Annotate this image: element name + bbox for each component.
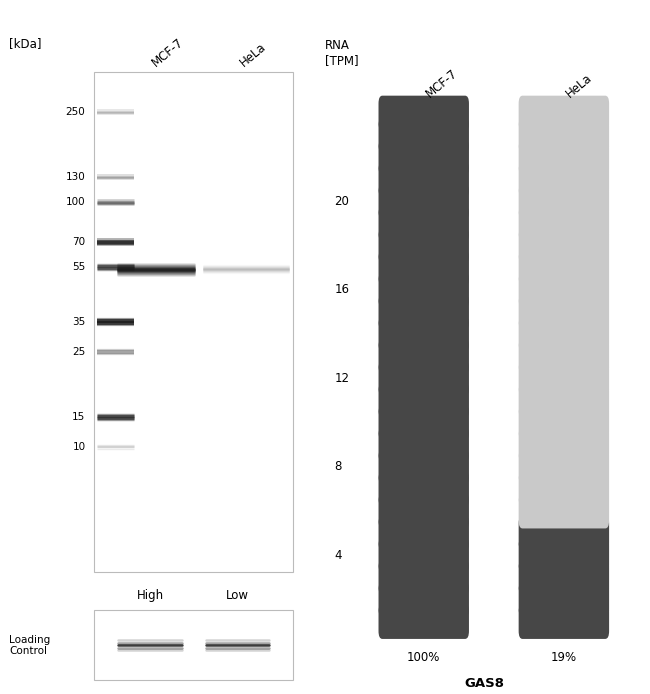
FancyBboxPatch shape bbox=[378, 582, 469, 617]
FancyBboxPatch shape bbox=[378, 96, 469, 130]
FancyBboxPatch shape bbox=[519, 184, 609, 219]
FancyBboxPatch shape bbox=[378, 604, 469, 639]
FancyBboxPatch shape bbox=[519, 383, 609, 418]
Text: 250: 250 bbox=[66, 107, 86, 117]
Text: 25: 25 bbox=[72, 347, 86, 357]
FancyBboxPatch shape bbox=[519, 118, 609, 153]
Text: 130: 130 bbox=[66, 172, 86, 182]
FancyBboxPatch shape bbox=[519, 538, 609, 573]
Text: 15: 15 bbox=[72, 412, 86, 422]
FancyBboxPatch shape bbox=[378, 206, 469, 242]
FancyBboxPatch shape bbox=[519, 361, 609, 396]
Text: 8: 8 bbox=[335, 460, 342, 473]
FancyBboxPatch shape bbox=[378, 493, 469, 528]
Text: GAS8: GAS8 bbox=[464, 677, 504, 690]
FancyBboxPatch shape bbox=[94, 72, 293, 572]
FancyBboxPatch shape bbox=[378, 251, 469, 285]
Text: [kDa]: [kDa] bbox=[9, 37, 42, 50]
FancyBboxPatch shape bbox=[378, 339, 469, 374]
FancyBboxPatch shape bbox=[519, 471, 609, 507]
FancyBboxPatch shape bbox=[378, 427, 469, 462]
FancyBboxPatch shape bbox=[519, 206, 609, 242]
FancyBboxPatch shape bbox=[378, 140, 469, 175]
FancyBboxPatch shape bbox=[378, 118, 469, 153]
FancyBboxPatch shape bbox=[378, 516, 469, 550]
FancyBboxPatch shape bbox=[519, 449, 609, 484]
FancyBboxPatch shape bbox=[378, 361, 469, 396]
FancyBboxPatch shape bbox=[378, 294, 469, 330]
FancyBboxPatch shape bbox=[519, 604, 609, 639]
FancyBboxPatch shape bbox=[519, 493, 609, 528]
FancyBboxPatch shape bbox=[519, 96, 609, 130]
FancyBboxPatch shape bbox=[378, 162, 469, 197]
Text: HeLa: HeLa bbox=[237, 40, 268, 69]
Text: 100: 100 bbox=[66, 197, 86, 207]
Text: MCF-7: MCF-7 bbox=[424, 67, 460, 101]
FancyBboxPatch shape bbox=[519, 559, 609, 595]
Text: 100%: 100% bbox=[407, 651, 441, 663]
FancyBboxPatch shape bbox=[378, 228, 469, 263]
FancyBboxPatch shape bbox=[519, 427, 609, 462]
FancyBboxPatch shape bbox=[378, 405, 469, 440]
FancyBboxPatch shape bbox=[378, 471, 469, 507]
FancyBboxPatch shape bbox=[519, 162, 609, 197]
Text: 35: 35 bbox=[72, 317, 86, 327]
Text: HeLa: HeLa bbox=[564, 71, 595, 101]
Text: Low: Low bbox=[226, 589, 249, 602]
Text: 70: 70 bbox=[72, 237, 86, 247]
FancyBboxPatch shape bbox=[519, 339, 609, 374]
FancyBboxPatch shape bbox=[519, 294, 609, 330]
FancyBboxPatch shape bbox=[94, 611, 293, 680]
FancyBboxPatch shape bbox=[378, 449, 469, 484]
FancyBboxPatch shape bbox=[378, 273, 469, 307]
Text: 20: 20 bbox=[335, 195, 350, 208]
Text: 19%: 19% bbox=[551, 651, 577, 663]
Text: 55: 55 bbox=[72, 262, 86, 272]
FancyBboxPatch shape bbox=[378, 538, 469, 573]
Text: RNA
[TPM]: RNA [TPM] bbox=[325, 40, 359, 67]
Text: 4: 4 bbox=[335, 549, 342, 561]
FancyBboxPatch shape bbox=[378, 383, 469, 418]
Text: Loading
Control: Loading Control bbox=[9, 634, 51, 657]
Text: 12: 12 bbox=[335, 372, 350, 385]
FancyBboxPatch shape bbox=[519, 582, 609, 617]
Text: MCF-7: MCF-7 bbox=[150, 35, 187, 69]
FancyBboxPatch shape bbox=[378, 316, 469, 352]
Text: High: High bbox=[136, 589, 164, 602]
FancyBboxPatch shape bbox=[378, 184, 469, 219]
FancyBboxPatch shape bbox=[519, 228, 609, 263]
FancyBboxPatch shape bbox=[378, 559, 469, 595]
FancyBboxPatch shape bbox=[519, 140, 609, 175]
FancyBboxPatch shape bbox=[519, 251, 609, 285]
Text: 16: 16 bbox=[335, 283, 350, 296]
FancyBboxPatch shape bbox=[519, 316, 609, 352]
FancyBboxPatch shape bbox=[519, 273, 609, 307]
FancyBboxPatch shape bbox=[519, 405, 609, 440]
Text: 10: 10 bbox=[72, 442, 86, 452]
FancyBboxPatch shape bbox=[519, 516, 609, 550]
